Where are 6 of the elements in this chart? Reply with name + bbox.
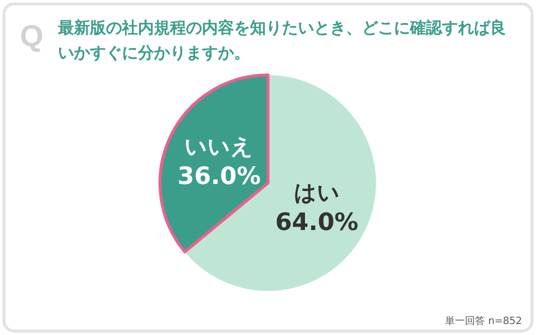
data-label: 64.0%: [275, 208, 358, 236]
slice-label: はい: [294, 180, 340, 206]
slice-label: いいえ: [184, 135, 254, 160]
text: 単一回答 n=852: [445, 315, 522, 327]
data-label: 36.0%: [178, 162, 261, 190]
chart-title: 最新版の社内規程の内容を知りたいとき、どこに確認すれば良いかすぐに分かりますか。: [57, 18, 506, 62]
